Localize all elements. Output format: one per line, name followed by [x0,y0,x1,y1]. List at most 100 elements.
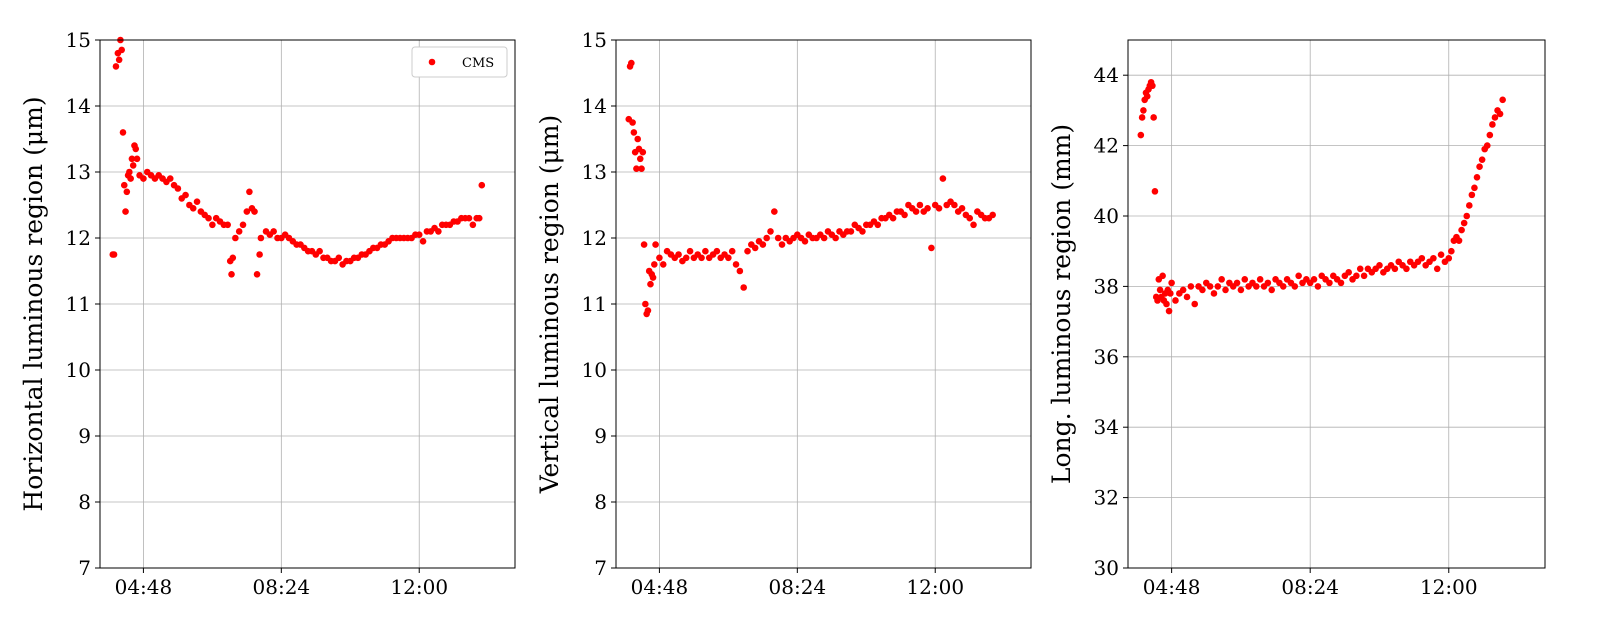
legend: CMS [411,46,508,78]
y-tick-label: 36 [1094,345,1119,369]
data-point [174,185,182,192]
data-point [951,201,958,209]
data-point [182,191,189,199]
data-point [475,214,483,222]
data-point [1460,219,1468,227]
data-point [1163,300,1170,308]
data-point [1356,265,1364,273]
data-point [246,188,253,196]
data-point [966,214,974,222]
data-point [1448,247,1455,255]
data-point [702,247,709,255]
data-point [1179,286,1187,294]
data-point [767,228,774,235]
data-point [270,228,277,235]
data-point [639,148,647,156]
data-point [112,63,120,70]
data-point [1430,254,1437,262]
longitudinal-luminous-region-chart: 04:48 08:24 12:00 30 32 34 36 38 40 42 44 Long. lum… [1047,39,1546,599]
data-point [958,205,966,212]
data-point [253,271,261,278]
y-tick-label: 38 [1094,274,1119,298]
data-point [243,208,251,215]
data-point [889,214,897,222]
data-point [1165,307,1173,315]
data-point [1279,283,1287,290]
data-point [744,247,751,255]
y-tick-label: 14 [582,94,607,118]
data-point [628,59,635,67]
y-tick-label: 44 [1094,63,1119,87]
data-point [140,175,147,182]
data-point [740,284,747,291]
legend-box [411,46,508,78]
data-point [1151,188,1159,195]
data-point [316,247,323,255]
data-point [675,251,682,258]
y-axis-label: Long. luminous region (mm) [1047,124,1076,484]
data-point [820,234,828,242]
data-point [630,129,638,136]
y-tick-label: 15 [66,28,91,52]
data-point [127,175,134,182]
y-tick-label: 30 [1094,556,1119,580]
x-tick-label: 04:48 [1143,575,1201,599]
data-point [435,228,442,235]
y-tick-label: 12 [582,226,607,250]
data-point [636,155,644,163]
x-tick-label: 08:24 [1281,575,1339,599]
horizontal-luminous-region-chart: 04:48 08:24 12:00 7 8 9 10 11 12 13 14 15 Horizontal… [19,28,516,599]
data-point [189,205,197,212]
data-point [1191,300,1199,308]
data-point [1458,226,1465,234]
data-point [232,234,239,242]
data-point [1491,114,1499,121]
data-point [1314,283,1322,290]
data-point [123,188,131,196]
data-point [1483,142,1491,149]
series-points [1137,78,1506,315]
y-tick-label: 34 [1094,415,1119,439]
y-axis-label: Vertical luminous region (μm) [535,115,564,495]
data-point [682,254,690,262]
data-point [644,307,652,314]
data-point [1468,191,1476,199]
data-point [1253,283,1260,290]
data-point [1168,279,1175,287]
y-tick-label: 12 [66,226,91,250]
data-point [1376,261,1383,269]
data-point [1183,293,1191,301]
legend-marker [428,58,436,66]
data-point [128,155,136,163]
y-tick-label: 40 [1094,204,1119,228]
data-point [935,205,943,212]
data-point [1326,279,1333,287]
y-tick-label: 10 [582,358,607,382]
data-point [771,208,778,215]
y-tick-label: 9 [594,424,607,448]
y-tick-label: 9 [78,424,91,448]
data-point [1403,265,1410,273]
x-tick-label: 08:24 [253,575,311,599]
data-point [1264,279,1272,287]
y-axis-label: Horizontal luminous region (μm) [19,96,48,511]
series-points [625,59,996,318]
data-point [239,221,247,229]
data-point [832,234,839,242]
data-point [1455,237,1463,244]
data-point [1143,93,1151,100]
data-point [1214,283,1222,290]
data-point [235,228,243,235]
data-point [912,208,920,215]
y-tick-label: 7 [78,556,91,580]
data-point [110,251,118,258]
data-point [209,221,216,229]
data-point [1140,107,1147,114]
data-point [229,254,237,262]
data-point [763,234,770,242]
y-tick-label: 32 [1094,486,1119,510]
data-point [647,280,654,288]
data-point [732,261,740,268]
y-tick-label: 42 [1094,134,1119,158]
data-point [1137,131,1145,139]
